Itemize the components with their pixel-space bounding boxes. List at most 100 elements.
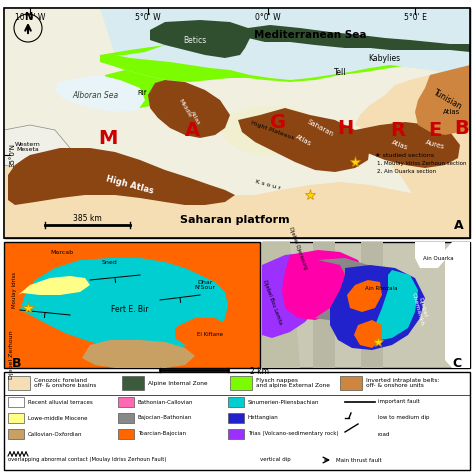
Text: Atlas: Atlas — [294, 133, 312, 146]
Polygon shape — [265, 242, 287, 368]
Text: Rif: Rif — [137, 90, 146, 96]
Text: ★ studied sections: ★ studied sections — [375, 153, 434, 157]
Text: Inverted intraplate belts:
off- & onshore units: Inverted intraplate belts: off- & onshor… — [366, 378, 439, 388]
Polygon shape — [415, 242, 445, 268]
Bar — [4, 8, 470, 238]
Polygon shape — [8, 148, 235, 205]
Text: H: H — [337, 118, 353, 137]
Polygon shape — [330, 265, 425, 350]
Text: vertical dip: vertical dip — [260, 457, 291, 463]
Text: Cenozoic foreland
off- & onshore basins: Cenozoic foreland off- & onshore basins — [34, 378, 96, 388]
Text: A: A — [455, 219, 464, 232]
Text: Djebel Ojeraourg: Djebel Ojeraourg — [288, 226, 308, 270]
Text: Mediterranean Sea: Mediterranean Sea — [254, 30, 366, 40]
Text: Ain Ouarka: Ain Ouarka — [423, 255, 453, 261]
Polygon shape — [150, 20, 250, 58]
Bar — [230, 376, 252, 390]
Polygon shape — [4, 180, 470, 238]
Text: Trias (Volcano-sedimentary rock): Trias (Volcano-sedimentary rock) — [248, 431, 338, 437]
Bar — [118, 429, 134, 439]
Text: Atlas: Atlas — [189, 110, 201, 126]
Bar — [340, 376, 362, 390]
Text: Hight Plateaus: Hight Plateaus — [250, 120, 294, 140]
Text: Alboran Sea: Alboran Sea — [72, 91, 118, 100]
Text: Alpine Internal Zone: Alpine Internal Zone — [148, 381, 208, 385]
Bar — [4, 242, 260, 368]
Text: Middle: Middle — [178, 98, 192, 118]
Text: Saharan: Saharan — [306, 118, 334, 137]
Bar — [4, 8, 470, 238]
Text: M: M — [98, 128, 118, 147]
Text: R: R — [391, 120, 405, 139]
Text: low to medium dip: low to medium dip — [378, 416, 429, 420]
Polygon shape — [355, 8, 470, 238]
Polygon shape — [445, 242, 470, 368]
Text: Dhar
N'Sour: Dhar N'Sour — [194, 280, 216, 291]
Text: 385 km: 385 km — [73, 213, 101, 222]
Text: 5°0' W: 5°0' W — [135, 13, 161, 22]
Polygon shape — [262, 252, 330, 338]
Text: 2 km: 2 km — [250, 367, 270, 376]
Text: Callovian-Oxfordian: Callovian-Oxfordian — [28, 431, 82, 437]
Polygon shape — [82, 340, 195, 368]
Text: C: C — [453, 357, 462, 370]
Text: Atlas: Atlas — [391, 139, 409, 151]
Bar — [8, 397, 24, 407]
Polygon shape — [355, 122, 460, 168]
Text: 2, Ain Ouarka section: 2, Ain Ouarka section — [377, 168, 436, 173]
Text: Bajocian–Bathonian: Bajocian–Bathonian — [138, 416, 192, 420]
Text: 35°0'N: 35°0'N — [9, 143, 15, 167]
Polygon shape — [100, 8, 470, 80]
Text: Djebel Bou Lemta: Djebel Bou Lemta — [262, 279, 283, 325]
Bar — [228, 397, 244, 407]
Text: Tunisian: Tunisian — [432, 88, 464, 112]
Text: 1, Moulay Idriss Zerhoun section: 1, Moulay Idriss Zerhoun section — [377, 161, 466, 165]
Polygon shape — [262, 242, 300, 368]
Bar — [8, 429, 24, 439]
Polygon shape — [100, 45, 470, 82]
Text: 5°0' E: 5°0' E — [403, 13, 427, 22]
Text: Ain Rhozala: Ain Rhozala — [365, 285, 398, 291]
Text: El Kiftane: El Kiftane — [197, 332, 223, 337]
Text: B: B — [12, 357, 21, 370]
Polygon shape — [282, 250, 365, 320]
Text: B: B — [455, 118, 469, 137]
Bar — [118, 413, 134, 423]
Text: Betics: Betics — [183, 36, 207, 45]
Bar — [262, 242, 470, 368]
Polygon shape — [361, 242, 383, 368]
Text: Djebel Zerhoun: Djebel Zerhoun — [9, 331, 15, 379]
Text: N: N — [24, 12, 32, 22]
Polygon shape — [100, 20, 470, 80]
Text: Sned: Sned — [102, 261, 118, 265]
Text: Sinumerien-Pliensbachian: Sinumerien-Pliensbachian — [248, 400, 319, 404]
Polygon shape — [315, 258, 378, 322]
Text: High Atlas: High Atlas — [105, 174, 155, 196]
Bar — [118, 397, 134, 407]
Text: Saharan platform: Saharan platform — [180, 215, 290, 225]
Text: Moulay Idriss: Moulay Idriss — [12, 272, 18, 308]
Text: Recent alluvial terraces: Recent alluvial terraces — [28, 400, 93, 404]
Polygon shape — [347, 280, 382, 312]
Polygon shape — [4, 125, 70, 170]
Polygon shape — [55, 75, 145, 112]
Bar — [228, 429, 244, 439]
Text: Kabylies: Kabylies — [368, 54, 400, 63]
Text: Fert E. Bir: Fert E. Bir — [111, 306, 149, 315]
Bar — [8, 376, 30, 390]
Text: Western
Meseta: Western Meseta — [15, 142, 41, 153]
Polygon shape — [415, 65, 470, 135]
Polygon shape — [238, 108, 370, 172]
Bar — [4, 8, 470, 238]
Text: Lowe-middle Miocene: Lowe-middle Miocene — [28, 416, 88, 420]
Polygon shape — [105, 70, 175, 108]
Polygon shape — [375, 270, 418, 340]
Polygon shape — [220, 105, 320, 155]
Polygon shape — [20, 258, 228, 352]
Text: K s o u r: K s o u r — [255, 179, 281, 191]
Polygon shape — [313, 242, 335, 368]
Polygon shape — [354, 320, 382, 348]
Bar — [228, 413, 244, 423]
Text: road: road — [378, 431, 391, 437]
Text: Tell: Tell — [334, 67, 346, 76]
